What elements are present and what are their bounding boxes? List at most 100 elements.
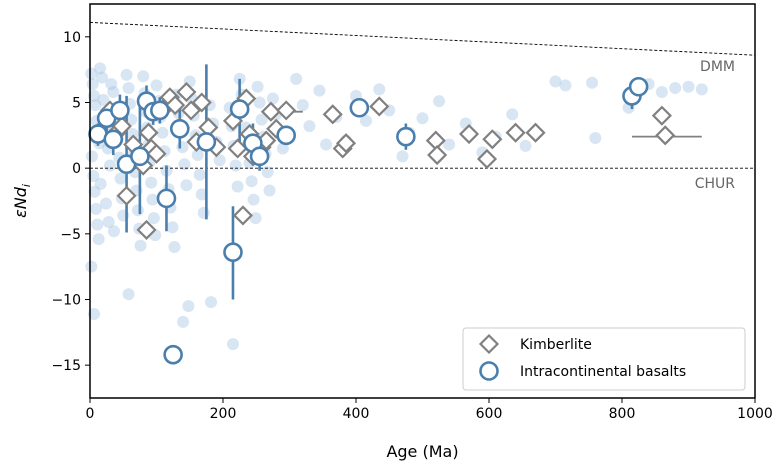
- background-point: [89, 202, 102, 215]
- background-point: [205, 296, 218, 309]
- reference-labels-layer: DMM CHUR: [695, 59, 736, 192]
- background-point: [195, 188, 208, 201]
- basalt-point: [196, 132, 217, 152]
- background-point: [107, 225, 120, 238]
- background-point: [145, 176, 158, 189]
- kimberlite-point: [136, 219, 157, 240]
- background-point: [296, 99, 309, 112]
- background-point: [166, 221, 179, 234]
- background-point: [97, 93, 110, 106]
- kimberlite-point: [335, 133, 357, 154]
- reference-label-chur: CHUR: [695, 176, 736, 192]
- background-point: [320, 138, 333, 151]
- basalt-point: [276, 125, 296, 146]
- background-point: [92, 233, 105, 246]
- kimberlite-point: [482, 129, 503, 150]
- y-axis-label-subscript: i: [20, 184, 33, 187]
- legend-kimberlite-label: Kimberlite: [520, 337, 592, 353]
- background-point: [245, 175, 258, 188]
- background-point: [191, 149, 204, 162]
- kimberlite-point: [116, 185, 137, 206]
- kimberlite-point: [476, 148, 498, 170]
- basalt-point: [169, 118, 190, 139]
- background-point: [263, 184, 276, 197]
- background-point: [197, 206, 210, 219]
- y-axis-ticks: −15 −10 −5 0 5 10: [51, 30, 90, 374]
- kimberlite-point: [165, 95, 186, 116]
- background-point: [182, 300, 195, 313]
- background-point: [147, 212, 160, 225]
- basalt-point: [249, 146, 270, 167]
- reference-line-dmm: [89, 21, 756, 56]
- background-point: [682, 80, 695, 93]
- basalt-point: [130, 146, 150, 167]
- background-point: [177, 315, 190, 328]
- kimberlite-point: [227, 138, 248, 159]
- background-point: [290, 72, 303, 85]
- kimberlite-point: [232, 205, 254, 226]
- basalt-point: [349, 97, 370, 118]
- legend: Kimberlite Intracontinental basalts: [462, 327, 746, 391]
- kimberlite-point: [146, 143, 167, 164]
- background-point: [99, 197, 112, 210]
- kimberlite-point: [427, 144, 448, 166]
- background-point: [519, 139, 532, 152]
- background-point: [89, 99, 102, 112]
- x-tick-label: 1000: [737, 406, 773, 422]
- basalt-point: [110, 100, 130, 121]
- y-tick-label: −5: [60, 227, 81, 243]
- background-point: [120, 68, 133, 81]
- background-point: [276, 142, 289, 155]
- background-point: [433, 95, 446, 108]
- background-point: [150, 79, 163, 92]
- background-point: [266, 92, 279, 105]
- background-point: [122, 82, 135, 95]
- legend-box: [462, 327, 746, 391]
- background-point: [695, 83, 708, 96]
- background-point: [396, 150, 409, 163]
- background-point: [91, 218, 104, 231]
- background-point: [87, 89, 100, 102]
- background-point: [134, 239, 147, 252]
- background-point: [137, 70, 150, 83]
- background-point: [146, 193, 159, 206]
- legend-basalt-marker: [479, 361, 499, 381]
- background-point: [506, 108, 519, 121]
- background-point: [94, 177, 107, 190]
- basalt-point: [163, 344, 183, 365]
- background-point: [102, 216, 115, 229]
- kimberlite-point: [505, 122, 526, 143]
- basalt-point: [150, 100, 170, 121]
- background-point: [103, 159, 116, 172]
- kimberlite-point: [369, 96, 390, 117]
- background-point: [549, 75, 562, 88]
- background-point: [229, 159, 242, 172]
- background-point: [247, 193, 260, 206]
- x-axis-label: Age (Ma): [386, 442, 458, 461]
- background-point: [122, 288, 135, 301]
- background-point: [359, 114, 372, 127]
- y-tick-label: 0: [72, 161, 81, 177]
- kimberlite-point: [176, 81, 197, 103]
- kimberlite-point: [458, 123, 480, 145]
- reference-lines-layer: [89, 21, 756, 169]
- background-point: [373, 83, 386, 96]
- background-point: [178, 158, 191, 171]
- background-point: [88, 185, 101, 198]
- background-point: [313, 84, 326, 97]
- kimberlite-point: [191, 92, 212, 113]
- background-point: [213, 154, 226, 167]
- kimberlite-point: [111, 116, 132, 137]
- background-point: [95, 71, 108, 84]
- plot-frame: [89, 3, 756, 399]
- x-tick-label: 800: [609, 406, 636, 422]
- y-tick-label: 10: [63, 30, 81, 46]
- basalt-point: [396, 126, 416, 147]
- legend-basalt-label: Intracontinental basalts: [520, 364, 686, 380]
- kimberlite-point: [651, 105, 672, 126]
- kimberlite-point: [276, 100, 297, 121]
- basalt-point: [223, 242, 243, 263]
- y-tick-label: −15: [51, 358, 81, 374]
- background-point: [105, 78, 118, 91]
- basalt-point: [103, 129, 124, 150]
